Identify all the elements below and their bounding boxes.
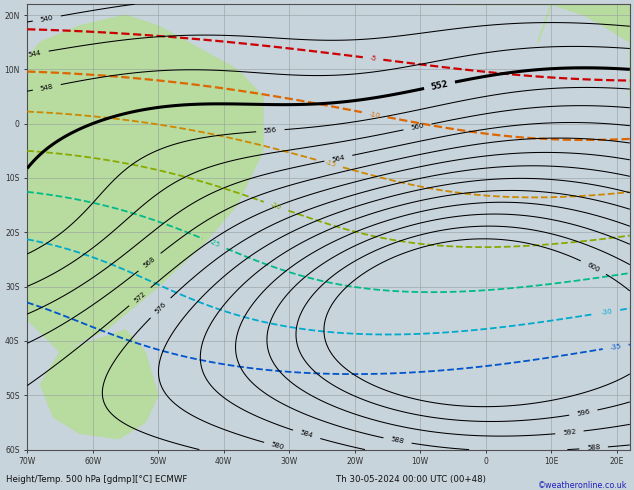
Text: 556: 556: [264, 127, 277, 134]
Text: -20: -20: [269, 201, 282, 211]
Text: 600: 600: [586, 261, 601, 273]
Text: 544: 544: [28, 49, 42, 57]
Text: 552: 552: [430, 79, 449, 92]
Text: 560: 560: [410, 122, 425, 131]
Text: 564: 564: [331, 154, 346, 163]
Text: 548: 548: [40, 83, 54, 92]
Text: 580: 580: [271, 441, 285, 451]
Text: 596: 596: [576, 409, 590, 417]
Text: -30: -30: [601, 308, 613, 316]
Text: 588: 588: [586, 444, 600, 451]
Text: 572: 572: [133, 290, 147, 303]
Text: -35: -35: [609, 343, 622, 351]
Text: 576: 576: [153, 301, 167, 315]
Text: 568: 568: [143, 256, 157, 269]
Text: -10: -10: [368, 111, 381, 119]
Text: 540: 540: [40, 14, 54, 23]
Polygon shape: [27, 15, 263, 352]
Text: Height/Temp. 500 hPa [gdmp][°C] ECMWF: Height/Temp. 500 hPa [gdmp][°C] ECMWF: [6, 475, 188, 484]
Text: 584: 584: [299, 430, 314, 440]
Polygon shape: [538, 4, 630, 97]
Text: 592: 592: [562, 429, 576, 436]
Text: ©weatheronline.co.uk: ©weatheronline.co.uk: [538, 481, 628, 490]
Text: 588: 588: [391, 437, 404, 445]
Text: Th 30-05-2024 00:00 UTC (00+48): Th 30-05-2024 00:00 UTC (00+48): [336, 475, 486, 484]
Text: -25: -25: [208, 239, 221, 248]
Text: -15: -15: [324, 159, 337, 168]
Text: -5: -5: [369, 55, 377, 62]
Polygon shape: [41, 330, 158, 439]
